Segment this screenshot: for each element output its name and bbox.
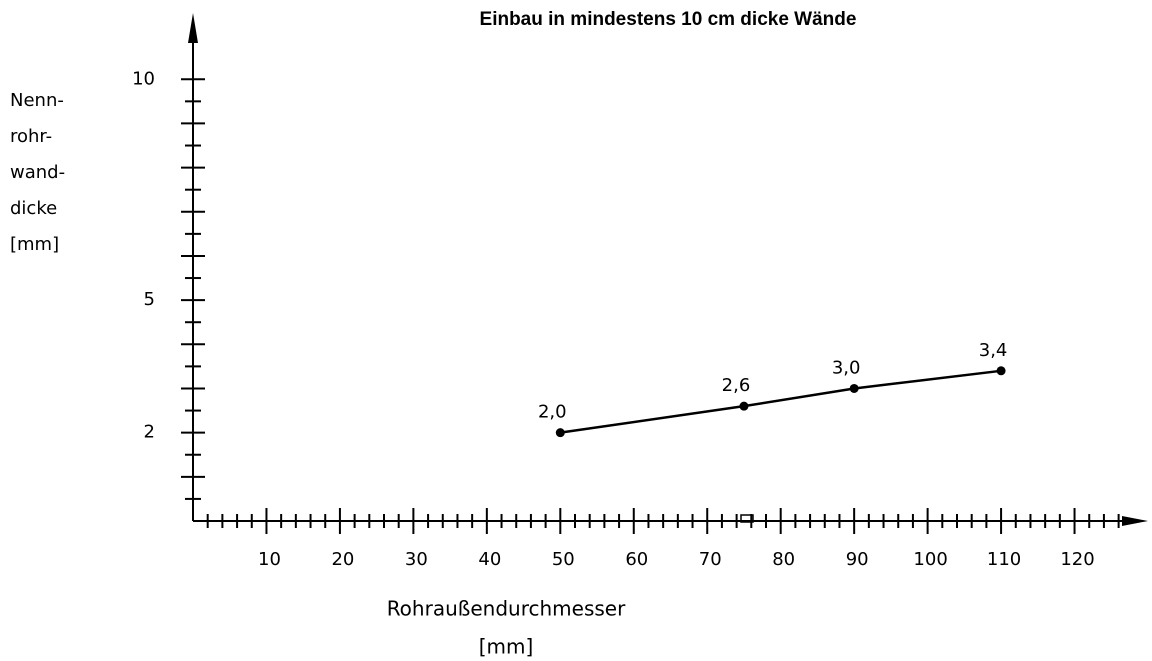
- data-label: 3,4: [979, 340, 1008, 361]
- y-tick-label: 2: [144, 422, 155, 443]
- data-label: 3,0: [832, 357, 861, 378]
- y-axis-label: dicke: [10, 198, 57, 219]
- x-axis-arrow: [1122, 516, 1148, 526]
- x-tick-label: 50: [552, 549, 575, 570]
- data-point: [996, 366, 1006, 376]
- data-point: [555, 428, 565, 438]
- data-label: 2,0: [538, 402, 567, 423]
- data-point: [849, 383, 859, 393]
- x-tick-label: 20: [331, 549, 354, 570]
- y-tick-label: 10: [132, 68, 155, 89]
- x-tick-label: 40: [478, 549, 501, 570]
- x-tick-label: 100: [913, 549, 947, 570]
- x-tick-label: 90: [846, 549, 869, 570]
- data-point: [739, 401, 749, 411]
- y-axis-label: rohr-: [10, 126, 52, 147]
- x-tick-label: 80: [772, 549, 795, 570]
- x-tick-label: 10: [258, 549, 281, 570]
- x-tick-label: 60: [625, 549, 648, 570]
- data-label: 2,6: [722, 375, 751, 396]
- y-axis-label: [mm]: [10, 234, 59, 255]
- x-axis-label: Rohraußendurchmesser: [387, 597, 626, 621]
- x-axis-label: [mm]: [479, 635, 534, 659]
- x-tick-label: 30: [405, 549, 428, 570]
- data-line: [560, 369, 1002, 434]
- y-axis-arrow: [188, 13, 198, 43]
- x-tick-label: 120: [1060, 549, 1094, 570]
- y-axis-label: wand-: [10, 162, 65, 183]
- y-tick-label: 5: [144, 289, 155, 310]
- x-tick-label: 110: [987, 549, 1021, 570]
- y-axis-label: Nenn-: [10, 90, 64, 111]
- chart-title: Einbau in mindestens 10 cm dicke Wände: [480, 9, 857, 30]
- x-tick-label: 70: [699, 549, 722, 570]
